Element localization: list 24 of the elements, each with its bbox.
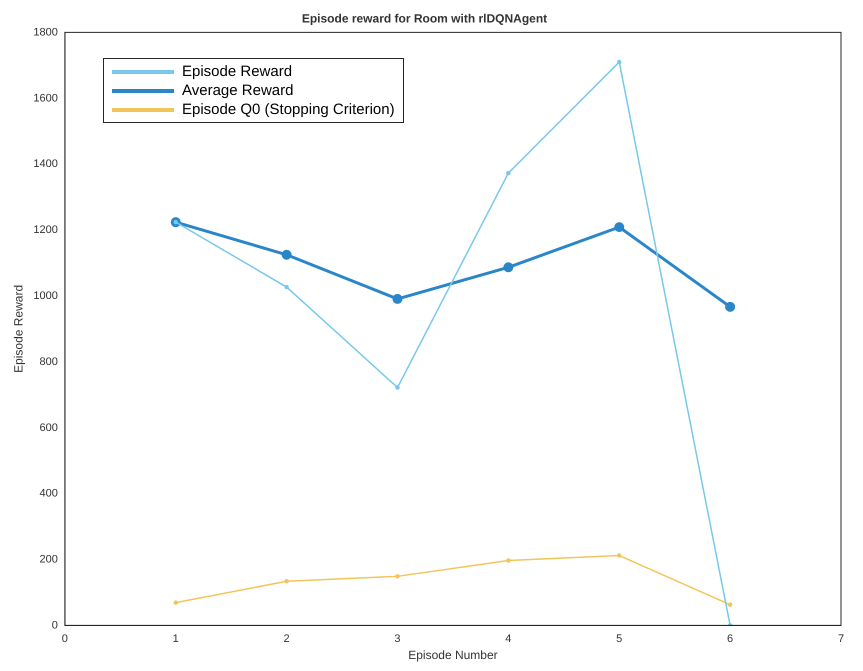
y-tick-label: 200 — [40, 554, 58, 566]
legend-label: Episode Reward — [182, 62, 292, 81]
x-tick-label: 7 — [838, 633, 844, 646]
y-tick-label: 1400 — [33, 158, 58, 170]
x-tick-label: 3 — [394, 633, 401, 646]
y-tick-label: 600 — [40, 422, 58, 434]
legend-label: Average Reward — [182, 81, 294, 100]
y-axis-title: Episode Reward — [12, 284, 26, 373]
x-axis-title: Episode Number — [408, 648, 498, 662]
y-tick-label: 1800 — [33, 26, 58, 38]
chart-title: Episode reward for Room with rlDQNAgent — [302, 12, 548, 26]
x-tick-label: 5 — [616, 633, 622, 646]
x-tick-label: 6 — [727, 633, 734, 646]
x-tick-label: 1 — [172, 633, 179, 646]
y-tick-label: 400 — [40, 488, 58, 500]
legend-label: Episode Q0 (Stopping Criterion) — [182, 100, 395, 119]
y-tick-label: 0 — [52, 619, 58, 632]
x-tick-label: 0 — [62, 633, 68, 646]
x-tick-label: 4 — [505, 633, 512, 646]
y-tick-label: 1000 — [33, 290, 58, 302]
y-tick-label: 1200 — [33, 224, 58, 236]
y-tick-label: 1600 — [33, 92, 58, 104]
x-tick-label: 2 — [284, 633, 290, 646]
y-tick-label: 800 — [40, 356, 58, 368]
